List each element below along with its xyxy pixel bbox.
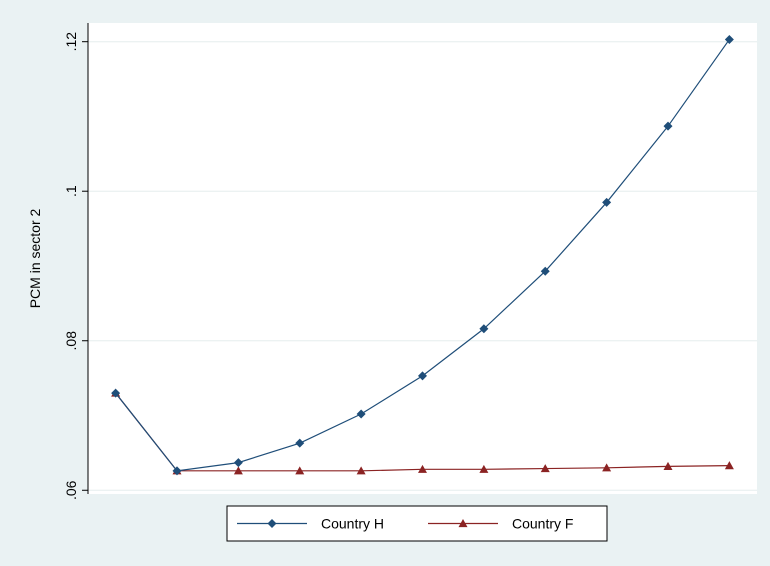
data-point	[233, 458, 243, 468]
data-point	[295, 438, 305, 448]
data-point	[356, 466, 366, 475]
legend-marker	[267, 519, 277, 528]
y-tick-label: .08	[63, 331, 79, 351]
legend-marker	[458, 519, 468, 528]
data-point	[111, 388, 121, 398]
data-point	[233, 466, 243, 475]
y-axis: .06 .08 .1 .12	[63, 23, 89, 500]
data-point	[724, 34, 734, 44]
data-point	[356, 409, 366, 419]
data-point	[602, 463, 612, 472]
legend: Country H Country F	[226, 505, 608, 542]
data-point	[663, 121, 673, 131]
series-country-h	[111, 34, 734, 476]
legend-label: Country H	[321, 516, 384, 532]
plot-area	[88, 23, 757, 494]
y-tick-label: .1	[63, 185, 79, 197]
data-point	[479, 464, 489, 473]
data-point	[540, 266, 550, 276]
data-point	[724, 461, 734, 470]
series-layer	[111, 34, 734, 476]
grid-lines	[88, 41, 757, 491]
data-point	[418, 464, 427, 473]
data-point	[663, 461, 673, 470]
y-axis-label: PCM in sector 2	[27, 208, 43, 308]
data-point	[540, 464, 550, 473]
legend-item: Country H	[237, 516, 384, 532]
data-point	[295, 466, 305, 475]
data-point	[479, 324, 489, 334]
data-point	[602, 197, 612, 207]
y-tick-label: .12	[63, 32, 79, 52]
legend-label: Country F	[512, 516, 573, 532]
data-point	[172, 466, 182, 476]
y-tick-label: .06	[63, 480, 79, 500]
legend-item: Country F	[428, 516, 573, 532]
data-point	[418, 371, 427, 381]
